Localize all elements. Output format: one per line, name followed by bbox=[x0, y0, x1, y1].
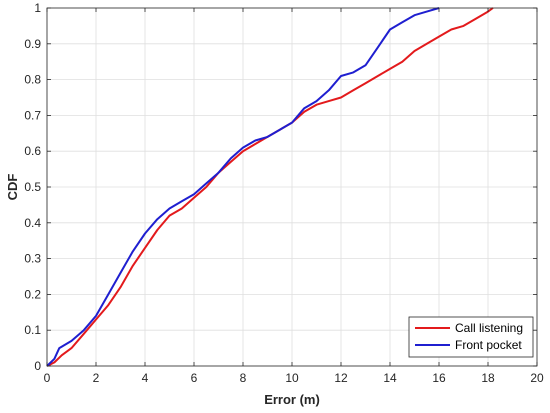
x-tick-label: 10 bbox=[285, 371, 299, 385]
x-tick-label: 18 bbox=[481, 371, 495, 385]
x-tick-labels: 0 2 4 6 8 10 12 14 16 18 20 bbox=[44, 371, 544, 385]
y-tick-label: 0.1 bbox=[24, 323, 41, 337]
x-tick-label: 12 bbox=[334, 371, 348, 385]
y-tick-labels: 0 0.1 0.2 0.3 0.4 0.5 0.6 0.7 0.8 0.9 1 bbox=[24, 1, 41, 373]
y-tick-label: 0.5 bbox=[24, 180, 41, 194]
x-tick-label: 14 bbox=[383, 371, 397, 385]
y-tick-label: 0.4 bbox=[24, 216, 41, 230]
series-lines bbox=[46, 7, 494, 367]
y-tick-label: 0.6 bbox=[24, 144, 41, 158]
x-tick-label: 16 bbox=[432, 371, 446, 385]
y-tick-label: 0.8 bbox=[24, 73, 41, 87]
y-tick-label: 0.7 bbox=[24, 108, 41, 122]
legend-label-call-listening: Call listening bbox=[455, 321, 523, 335]
legend-label-front-pocket: Front pocket bbox=[455, 338, 522, 352]
series-line-front-pocket bbox=[46, 7, 440, 367]
x-tick-label: 20 bbox=[530, 371, 544, 385]
x-tick-label: 4 bbox=[142, 371, 149, 385]
y-tick-label: 1 bbox=[34, 1, 41, 15]
y-axis-title: CDF bbox=[5, 174, 20, 201]
x-tick-label: 8 bbox=[240, 371, 247, 385]
x-tick-label: 0 bbox=[44, 371, 51, 385]
legend: Call listening Front pocket bbox=[408, 316, 534, 358]
legend-box bbox=[408, 316, 534, 358]
x-tick-label: 2 bbox=[93, 371, 100, 385]
y-tick-label: 0.2 bbox=[24, 287, 41, 301]
axis-ticks bbox=[46, 7, 538, 367]
y-tick-label: 0.3 bbox=[24, 252, 41, 266]
x-tick-label: 6 bbox=[191, 371, 198, 385]
y-tick-label: 0.9 bbox=[24, 37, 41, 51]
y-tick-label: 0 bbox=[34, 359, 41, 373]
x-axis-title: Error (m) bbox=[264, 392, 320, 407]
